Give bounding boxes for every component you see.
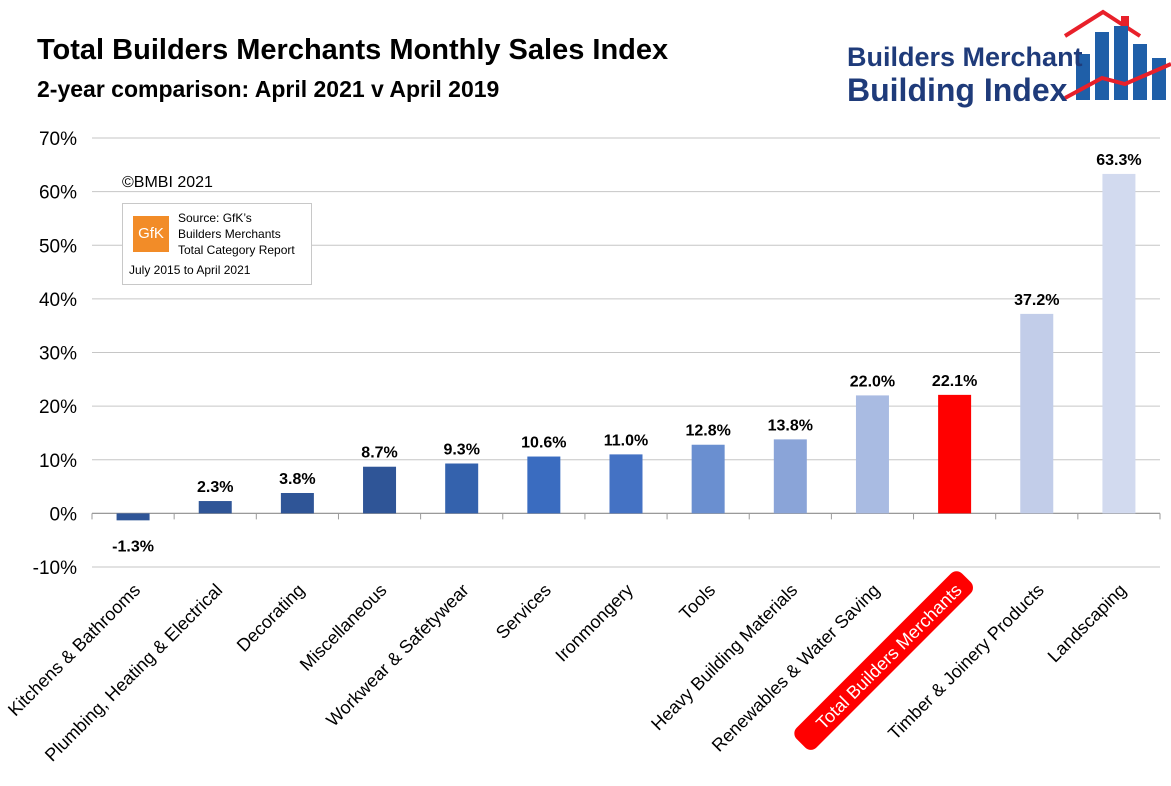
y-tick-label: 20% xyxy=(39,397,77,418)
source-line-3: Total Category Report xyxy=(178,243,295,257)
data-label: 37.2% xyxy=(1014,292,1059,309)
bar xyxy=(116,513,150,521)
y-tick-label: 30% xyxy=(39,344,77,365)
copyright-note: ©BMBI 2021 xyxy=(122,174,213,191)
bar xyxy=(773,439,807,514)
source-line-2: Builders Merchants xyxy=(178,227,281,241)
x-tick-label: Plumbing, Heating & Electrical xyxy=(41,580,226,765)
bar xyxy=(198,501,232,514)
source-box: GfK Source: GfK’s Builders Merchants Tot… xyxy=(122,203,312,285)
x-tick-label: Total Builders Merchants xyxy=(812,580,966,734)
x-tick-label: Tools xyxy=(675,580,719,624)
bmbi-logo: Builders Merchant Building Index xyxy=(840,4,1171,116)
highlight-label-group: Total Builders Merchants xyxy=(794,571,973,750)
x-tick-label: Heavy Building Materials xyxy=(647,580,801,734)
logo-line1: Builders Merchant xyxy=(847,42,1083,72)
data-label: 9.3% xyxy=(443,442,479,459)
data-label: 12.8% xyxy=(685,423,730,440)
bar xyxy=(609,454,643,514)
data-label: 22.0% xyxy=(850,373,895,390)
source-date-range: July 2015 to April 2021 xyxy=(129,263,251,277)
x-tick-label: Workwear & Safetywear xyxy=(322,580,472,730)
data-label: 10.6% xyxy=(521,435,566,452)
y-tick-label: 70% xyxy=(39,129,77,150)
chart-title: Total Builders Merchants Monthly Sales I… xyxy=(37,34,669,66)
data-label: 22.1% xyxy=(932,373,977,390)
bar xyxy=(1020,313,1054,514)
x-tick-label: Miscellaneous xyxy=(296,580,391,675)
x-tick-label: Timber & Joinery Products xyxy=(884,580,1048,744)
data-label: 13.8% xyxy=(768,417,813,434)
logo-graphic xyxy=(1063,9,1171,100)
data-label: 8.7% xyxy=(361,445,397,462)
x-tick-label: Landscaping xyxy=(1044,580,1130,666)
source-text: Source: GfK’s Builders Merchants Total C… xyxy=(178,210,295,258)
y-tick-label: 40% xyxy=(39,290,77,311)
y-tick-label: -10% xyxy=(33,558,77,579)
x-tick-label: Services xyxy=(492,580,555,643)
bar xyxy=(363,466,397,514)
data-label: 2.3% xyxy=(197,479,233,496)
data-label: 63.3% xyxy=(1096,152,1141,169)
y-tick-label: 60% xyxy=(39,183,77,204)
logo-line2: Building Index xyxy=(847,72,1068,108)
x-tick-label: Ironmongery xyxy=(551,580,637,666)
y-tick-label: 0% xyxy=(50,504,78,525)
bar xyxy=(1102,173,1136,514)
source-line-1: Source: GfK’s xyxy=(178,211,252,225)
y-tick-label: 10% xyxy=(39,451,77,472)
bar xyxy=(527,456,561,514)
highlight-label-background xyxy=(794,571,973,750)
bar xyxy=(280,492,314,514)
gfk-logo-icon: GfK xyxy=(133,216,169,252)
bar xyxy=(855,395,889,514)
bar xyxy=(691,444,725,514)
chart-subtitle: 2-year comparison: April 2021 v April 20… xyxy=(37,76,500,102)
y-tick-label: 50% xyxy=(39,236,77,257)
x-tick-label: Decorating xyxy=(233,580,309,656)
x-tick-label: Kitchens & Bathrooms xyxy=(4,580,144,720)
data-label: 11.0% xyxy=(604,432,648,449)
data-label: 3.8% xyxy=(279,471,315,488)
bar xyxy=(938,394,972,514)
data-label: -1.3% xyxy=(112,538,154,555)
bar xyxy=(445,463,479,514)
